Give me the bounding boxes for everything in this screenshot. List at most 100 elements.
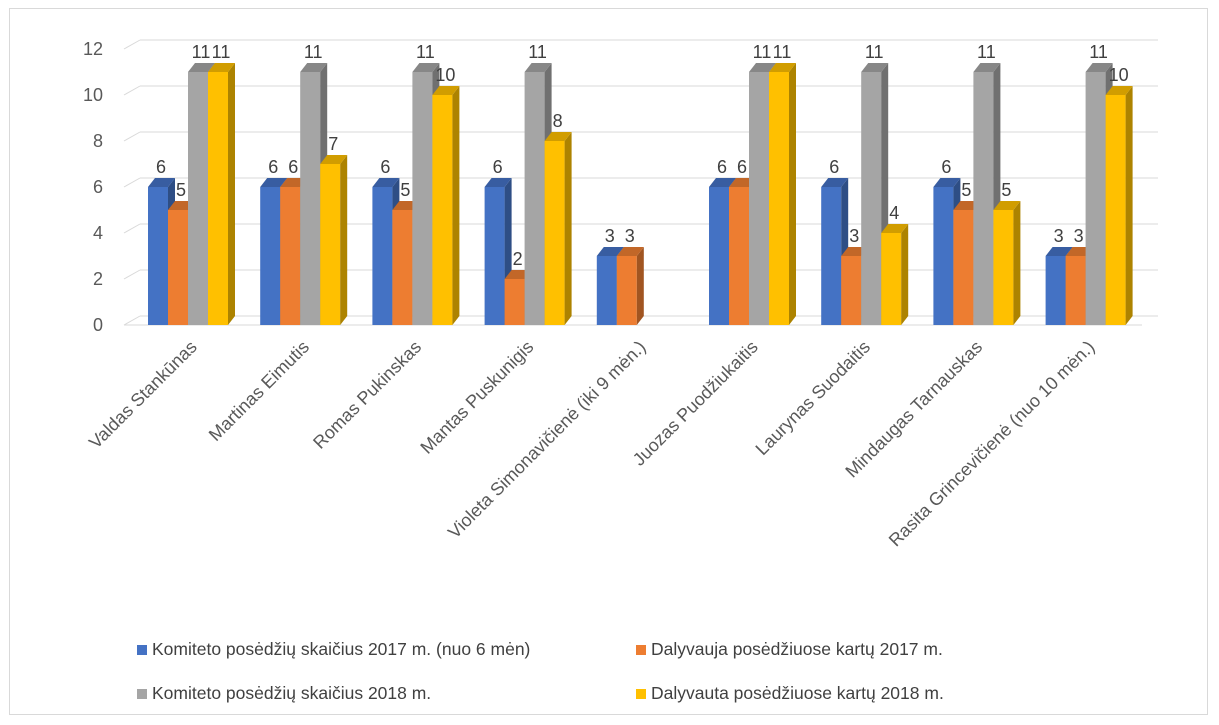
bar: [412, 72, 433, 325]
gridline-depth: [123, 269, 141, 280]
bar-top: [993, 201, 1021, 210]
bar-side: [1125, 86, 1133, 325]
x-tick-label: Violeta Simonavičienė (iki 9 mėn.): [444, 337, 650, 543]
y-tick-label: 10: [83, 85, 103, 105]
y-tick-label: 12: [83, 39, 103, 59]
bar: [188, 72, 208, 325]
data-label: 5: [176, 180, 186, 200]
data-label: 6: [941, 157, 951, 177]
bar: [841, 256, 862, 325]
y-tick-label: 8: [93, 131, 103, 151]
legend-swatch-series-3: [137, 688, 147, 699]
bar: [953, 210, 974, 325]
bar: [596, 256, 617, 325]
bar-top: [188, 63, 215, 72]
x-tick-label: Romas Pukinskas: [309, 337, 425, 453]
legend-swatch-series-4: [636, 688, 646, 699]
bar-top: [544, 132, 572, 141]
bar-top: [300, 63, 328, 72]
bar-top: [484, 178, 512, 187]
data-label: 11: [528, 42, 547, 62]
data-label: 11: [192, 42, 211, 62]
bar-top: [861, 63, 889, 72]
bar-side: [452, 86, 460, 325]
bar-top: [1045, 247, 1073, 256]
bar-side: [340, 155, 348, 325]
legend-entry-series-1: Komiteto posėdžių skaičius 2017 m. (nuo …: [137, 639, 530, 660]
x-tick-label: Laurynas Suodaitis: [752, 337, 874, 459]
bar: [881, 233, 902, 325]
x-tick-label: Mantas Puskunigis: [416, 337, 537, 458]
bar: [300, 72, 321, 325]
data-label: 6: [737, 157, 747, 177]
y-tick-label: 4: [93, 223, 103, 243]
bar-top: [524, 63, 552, 72]
data-label: 10: [1109, 65, 1129, 85]
data-label: 6: [288, 157, 298, 177]
bar: [1105, 95, 1126, 325]
bar: [861, 72, 882, 325]
data-label: 5: [1001, 180, 1011, 200]
data-label: 6: [717, 157, 727, 177]
y-tick-label: 2: [93, 269, 103, 289]
data-label: 7: [328, 134, 338, 154]
bar: [1065, 256, 1086, 325]
legend-entry-series-4: Dalyvauta posėdžiuose kartų 2018 m.: [636, 683, 944, 704]
bar: [729, 187, 749, 325]
legend-label-series-3: Komiteto posėdžių skaičius 2018 m.: [152, 683, 432, 703]
data-label: 3: [1074, 226, 1084, 246]
bar-side: [1013, 201, 1021, 325]
bar-top: [933, 178, 961, 187]
data-label: 11: [416, 42, 435, 62]
bar-top: [1105, 86, 1133, 95]
bar-side: [564, 132, 572, 325]
bar: [524, 72, 545, 325]
bar: [544, 141, 565, 325]
gridline-depth: [123, 39, 141, 50]
bar-top: [412, 63, 440, 72]
data-label: 3: [605, 226, 615, 246]
bar-top: [596, 247, 624, 256]
data-label: 3: [625, 226, 635, 246]
data-label: 5: [400, 180, 410, 200]
bar-top: [372, 178, 400, 187]
bar: [208, 72, 228, 325]
bar-side: [228, 63, 235, 325]
legend-label-series-2: Dalyvauja posėdžiuose kartų 2017 m.: [651, 639, 943, 659]
data-label: 3: [1054, 226, 1064, 246]
bar-top: [1085, 63, 1113, 72]
bar: [933, 187, 954, 325]
legend-swatch-series-1: [137, 644, 147, 655]
legend-label-series-4: Dalyvauta posėdžiuose kartų 2018 m.: [651, 683, 944, 703]
bar-top: [432, 86, 460, 95]
bar-top: [821, 178, 849, 187]
bar-top: [881, 224, 909, 233]
gridline-depth: [123, 315, 141, 326]
bar-top: [208, 63, 235, 72]
data-label: 11: [304, 42, 323, 62]
bar-top: [260, 178, 288, 187]
bar-top: [749, 63, 776, 72]
bar-side: [901, 224, 909, 325]
bar: [320, 164, 341, 325]
bar: [1045, 256, 1066, 325]
bar: [260, 187, 281, 325]
bar: [709, 187, 729, 325]
bar-top: [616, 247, 644, 256]
bar-top: [973, 63, 1001, 72]
data-label: 4: [889, 203, 899, 223]
data-label: 11: [1089, 42, 1108, 62]
bar-top: [320, 155, 348, 164]
x-tick-label: Juozas Puodžiukaitis: [629, 337, 762, 470]
bar: [616, 256, 637, 325]
bar: [749, 72, 769, 325]
legend-label-series-1: Komiteto posėdžių skaičius 2017 m. (nuo …: [152, 639, 531, 659]
gridline-depth: [123, 177, 141, 188]
bar: [148, 187, 168, 325]
data-label: 6: [829, 157, 839, 177]
bar: [484, 187, 505, 325]
bar: [280, 187, 301, 325]
legend-entry-series-3: Komiteto posėdžių skaičius 2018 m.: [137, 683, 431, 704]
data-label: 2: [513, 249, 523, 269]
